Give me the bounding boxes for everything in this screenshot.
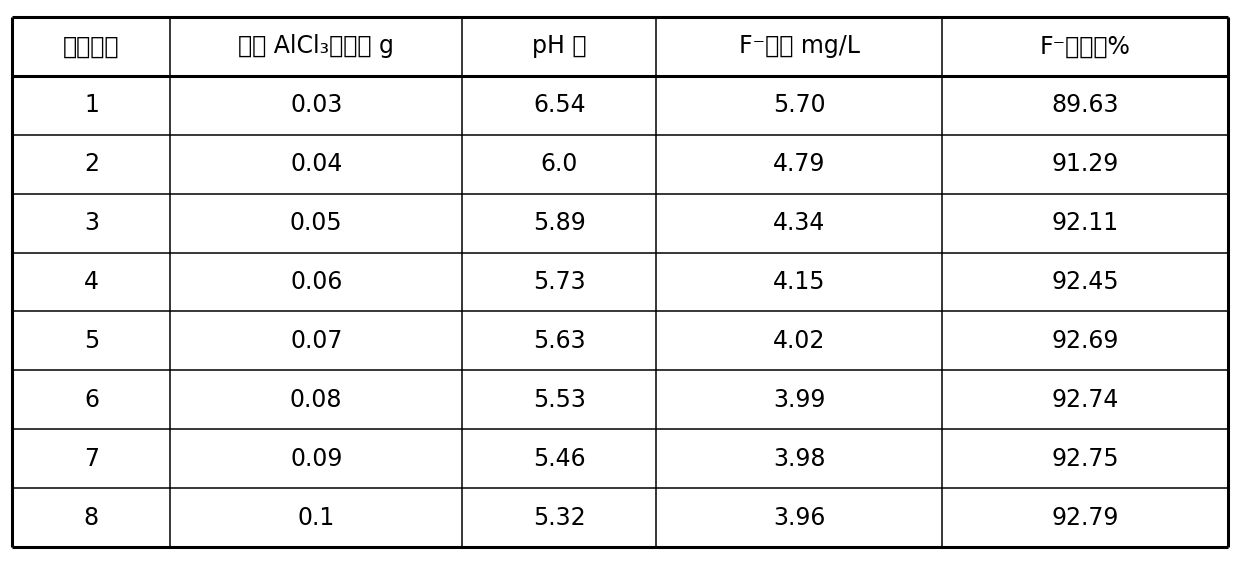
Text: 92.79: 92.79	[1052, 506, 1118, 530]
Text: 结晶 AlCl₃添加量 g: 结晶 AlCl₃添加量 g	[238, 34, 394, 58]
Text: 3.99: 3.99	[773, 388, 826, 412]
Text: 0.09: 0.09	[290, 447, 342, 471]
Text: 3: 3	[84, 211, 99, 235]
Text: F⁻去除率%: F⁻去除率%	[1039, 34, 1130, 58]
Text: 89.63: 89.63	[1052, 93, 1118, 117]
Text: 5: 5	[84, 329, 99, 353]
Text: 92.69: 92.69	[1052, 329, 1118, 353]
Text: 4: 4	[84, 270, 99, 294]
Text: 0.1: 0.1	[298, 506, 335, 530]
Text: 4.02: 4.02	[773, 329, 826, 353]
Text: 91.29: 91.29	[1052, 152, 1118, 176]
Text: 5.32: 5.32	[533, 506, 585, 530]
Text: 6: 6	[84, 388, 99, 412]
Text: 5.46: 5.46	[533, 447, 585, 471]
Text: 92.45: 92.45	[1052, 270, 1118, 294]
Text: 5.63: 5.63	[533, 329, 585, 353]
Text: 5.53: 5.53	[533, 388, 585, 412]
Text: 92.74: 92.74	[1052, 388, 1118, 412]
Text: 1: 1	[84, 93, 99, 117]
Text: 8: 8	[84, 506, 99, 530]
Text: 3.98: 3.98	[773, 447, 826, 471]
Text: 5.70: 5.70	[773, 93, 826, 117]
Text: F⁻浓度 mg/L: F⁻浓度 mg/L	[739, 34, 859, 58]
Text: 2: 2	[84, 152, 99, 176]
Text: 7: 7	[84, 447, 99, 471]
Text: 6.0: 6.0	[541, 152, 578, 176]
Text: 0.05: 0.05	[290, 211, 342, 235]
Text: 92.11: 92.11	[1052, 211, 1118, 235]
Text: pH 値: pH 値	[532, 34, 587, 58]
Text: 3.96: 3.96	[773, 506, 826, 530]
Text: 6.54: 6.54	[533, 93, 585, 117]
Text: 4.79: 4.79	[773, 152, 826, 176]
Text: 0.08: 0.08	[290, 388, 342, 412]
Text: 92.75: 92.75	[1052, 447, 1118, 471]
Text: 水样编号: 水样编号	[63, 34, 119, 58]
Text: 0.06: 0.06	[290, 270, 342, 294]
Text: 0.04: 0.04	[290, 152, 342, 176]
Text: 0.03: 0.03	[290, 93, 342, 117]
Text: 4.34: 4.34	[773, 211, 826, 235]
Text: 5.89: 5.89	[533, 211, 585, 235]
Text: 5.73: 5.73	[533, 270, 585, 294]
Text: 4.15: 4.15	[773, 270, 826, 294]
Text: 0.07: 0.07	[290, 329, 342, 353]
